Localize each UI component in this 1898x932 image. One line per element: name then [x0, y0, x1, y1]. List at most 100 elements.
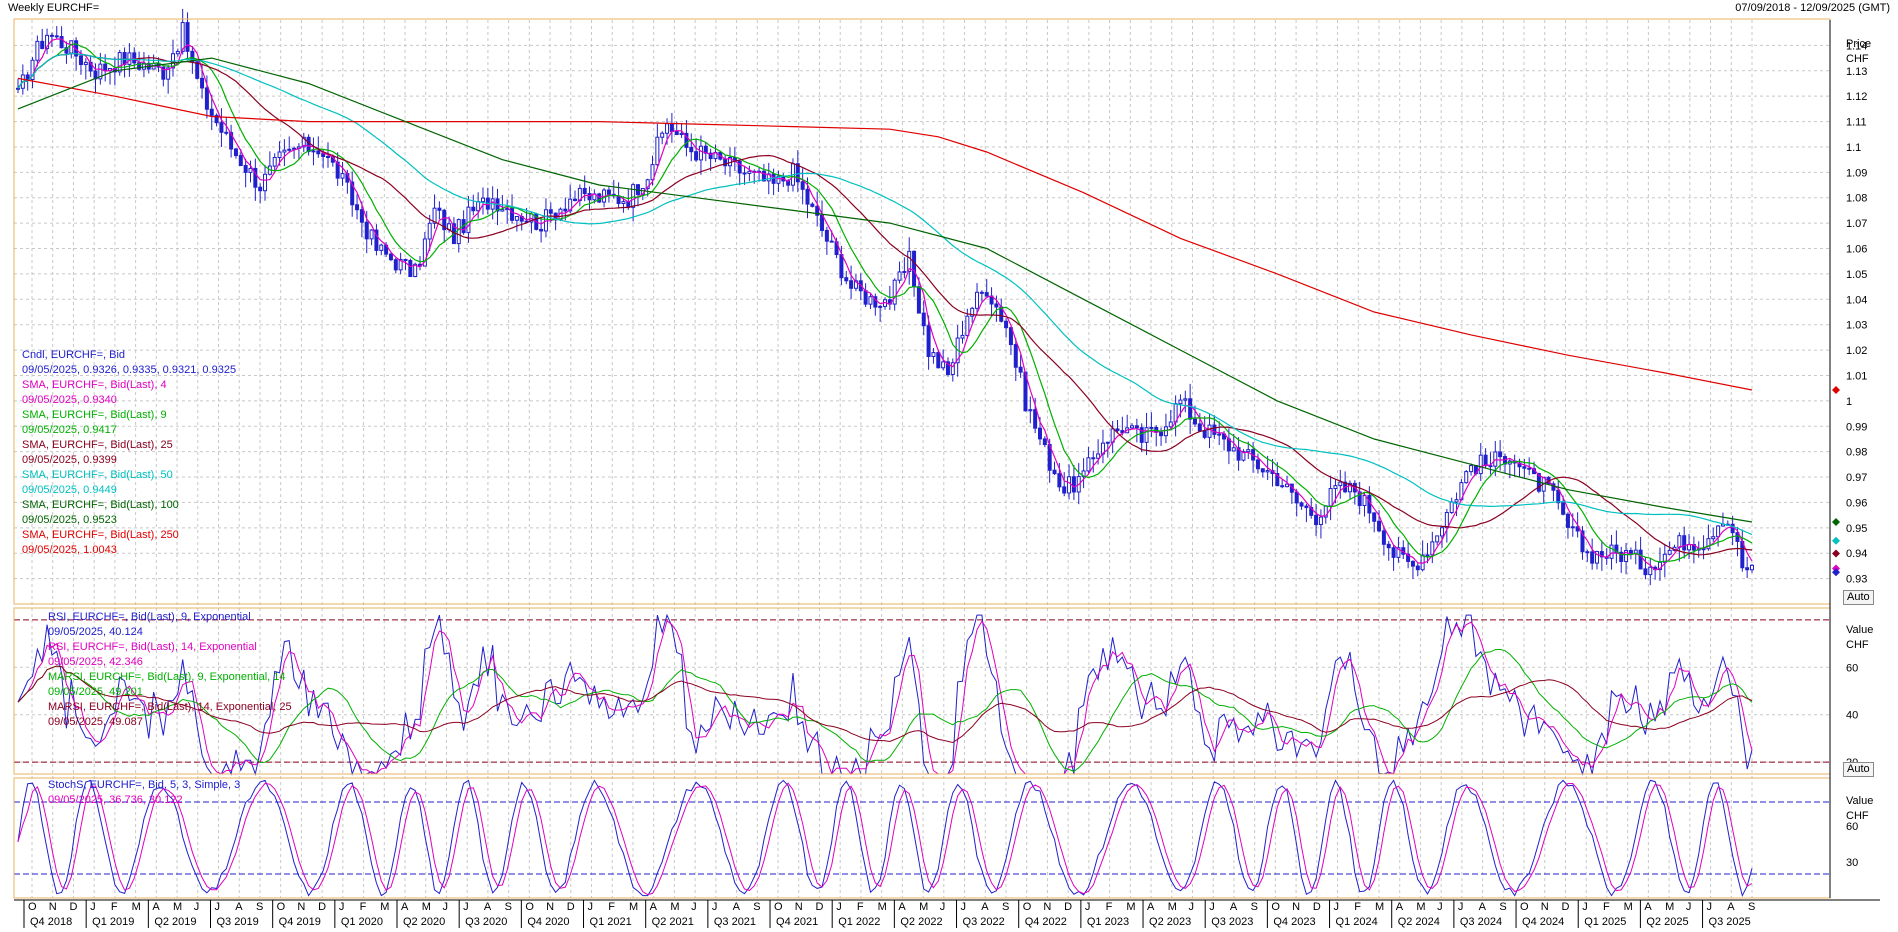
candle-body — [1580, 530, 1585, 553]
candle-body — [873, 296, 878, 308]
candle-body — [582, 187, 587, 195]
candle-body — [335, 161, 340, 179]
candle-body — [941, 361, 946, 369]
month-tick-label: S — [1499, 901, 1506, 913]
legend-stoch-value: 09/05/2025, 36.736, 30.122 — [48, 794, 183, 806]
price-tick-label: 1.14 — [1846, 40, 1867, 52]
month-tick-label: A — [650, 901, 658, 913]
candle-body — [849, 280, 854, 289]
legend-sma9-value: 09/05/2025, 0.9417 — [22, 424, 117, 436]
month-tick-label: J — [691, 901, 697, 913]
month-tick-label: N — [546, 901, 554, 913]
candle-body — [1294, 491, 1299, 504]
month-tick-label: D — [318, 901, 326, 913]
month-tick-label: M — [878, 901, 887, 913]
price-tick-label: 1.12 — [1846, 91, 1867, 103]
month-tick-label: J — [442, 901, 448, 913]
last-value-marker — [1832, 517, 1840, 526]
candle-body — [708, 152, 713, 160]
stoch-k-line — [17, 779, 1753, 898]
rsi-axis-unit: CHF — [1846, 639, 1869, 651]
candle-body — [1556, 489, 1561, 504]
rsi-tick-label: 40 — [1846, 710, 1858, 722]
month-tick-label: N — [1541, 901, 1549, 913]
month-tick-label: A — [1479, 901, 1487, 913]
month-tick-label: N — [1292, 901, 1300, 913]
price-tick-label: 1.09 — [1846, 167, 1867, 179]
candle-body — [660, 132, 665, 138]
legend-sma9-label: SMA, EURCHF=, Bid(Last), 9 — [22, 409, 167, 421]
legend-rsi14-label: RSI, EURCHF=, Bid(Last), 14, Exponential — [48, 641, 257, 653]
month-tick-label: J — [463, 901, 469, 913]
quarter-tick-label: Q4 2021 — [776, 916, 818, 928]
candle-body — [1241, 451, 1246, 461]
month-tick-label: D — [69, 901, 77, 913]
legend-candle-label: Cndl, EURCHF=, Bid — [22, 349, 126, 361]
candle-body — [301, 136, 306, 148]
candle-body — [195, 61, 200, 79]
month-tick-label: O — [525, 901, 534, 913]
candle-body — [1057, 473, 1062, 488]
candle-body — [543, 209, 548, 232]
price-axis-title: Price — [1846, 38, 1872, 50]
legend-sma25-value: 09/05/2025, 0.9399 — [22, 454, 117, 466]
candle-body — [975, 291, 980, 309]
candle-body — [1527, 467, 1532, 470]
candle-body — [665, 123, 670, 134]
candle-body — [650, 164, 655, 181]
candle-body — [1648, 566, 1653, 576]
candle-body — [1314, 514, 1319, 526]
candle-body — [238, 155, 243, 166]
candle-body — [979, 291, 984, 294]
candle-body — [1701, 548, 1706, 551]
candle-body — [1624, 550, 1629, 562]
month-tick-label: A — [401, 901, 409, 913]
month-tick-label: A — [1644, 901, 1652, 913]
candle-body — [1619, 551, 1624, 562]
price-tick-label: 1 — [1846, 396, 1852, 408]
candle-body — [539, 228, 544, 232]
candle-body — [16, 87, 20, 90]
candle-body — [844, 277, 849, 282]
month-tick-label: N — [1043, 901, 1051, 913]
legend-sma50-label: SMA, EURCHF=, Bid(Last), 50 — [22, 469, 173, 481]
candle-body — [1008, 327, 1013, 346]
candle-body — [795, 163, 800, 183]
candle-body — [669, 123, 674, 132]
candle-body — [1120, 430, 1125, 434]
candle-body — [316, 150, 321, 155]
candle-body — [1149, 426, 1154, 429]
candle-body — [306, 136, 311, 153]
quarter-tick-label: Q4 2022 — [1025, 916, 1067, 928]
candle-body — [621, 201, 626, 204]
candle-body — [1377, 520, 1382, 532]
candle-body — [59, 36, 64, 49]
price-tick-label: 0.95 — [1846, 523, 1867, 535]
candle-body — [945, 361, 950, 375]
price-tick-label: 1.13 — [1846, 66, 1867, 78]
candle-body — [1144, 427, 1149, 443]
candle-body — [1328, 488, 1333, 507]
month-tick-label: F — [1106, 901, 1113, 913]
month-tick-label: J — [836, 901, 842, 913]
candle-body — [1139, 427, 1144, 443]
candle-body — [1285, 483, 1290, 488]
candle-body — [413, 263, 418, 278]
candle-body — [1159, 431, 1164, 437]
candle-body — [926, 325, 931, 358]
month-tick-label: J — [1686, 901, 1692, 913]
candle-body — [1614, 544, 1619, 553]
candle-body — [214, 114, 219, 124]
candle-body — [1037, 427, 1042, 440]
quarter-tick-label: Q4 2018 — [30, 916, 72, 928]
rsi-auto-button[interactable]: Auto — [1843, 762, 1874, 777]
month-tick-label: J — [1209, 901, 1215, 913]
month-tick-label: A — [733, 901, 741, 913]
stoch-axis-unit: CHF — [1846, 810, 1869, 822]
legend-marsi9-label: MARSI, EURCHF=, Bid(Last), 9, Exponentia… — [48, 671, 286, 683]
candle-body — [597, 193, 602, 203]
price-auto-button[interactable]: Auto — [1843, 590, 1874, 605]
candle-body — [1304, 505, 1309, 509]
candle-body — [839, 254, 844, 279]
